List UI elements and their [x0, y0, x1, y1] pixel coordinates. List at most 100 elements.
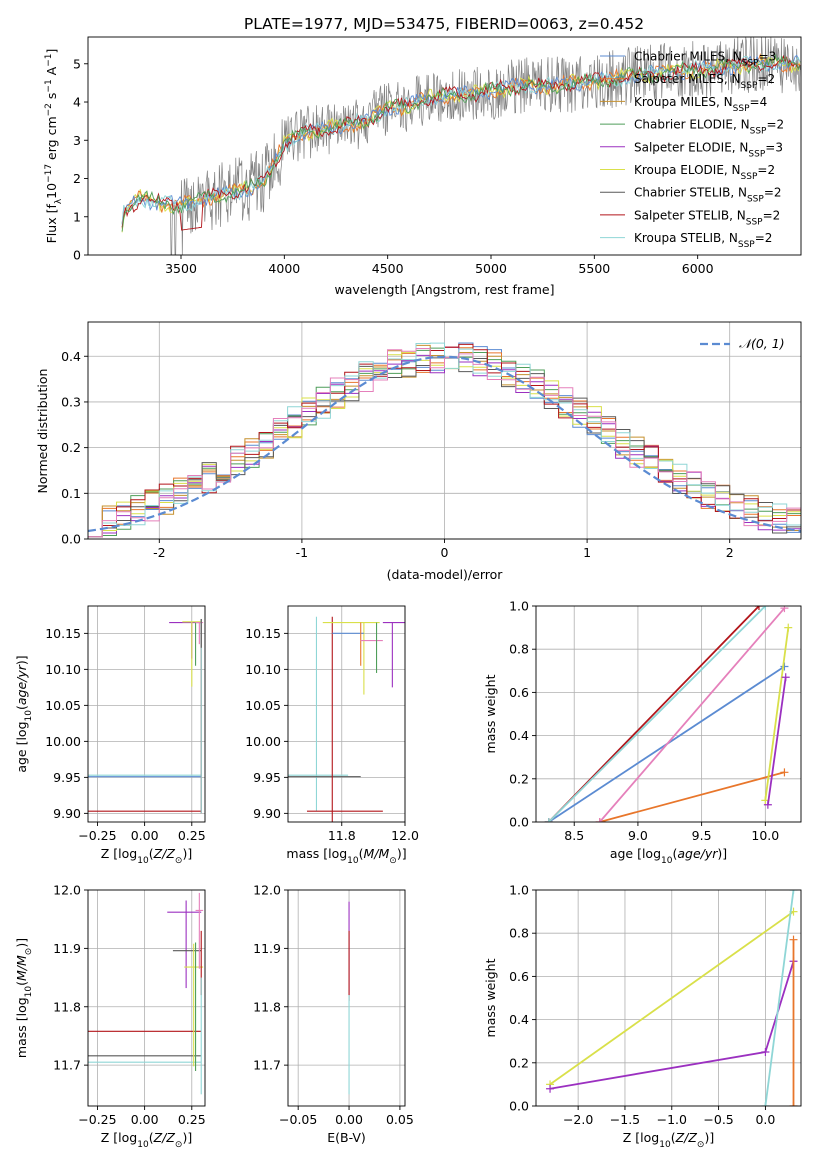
label-part: SSP: [746, 217, 763, 227]
label-part: 10: [24, 986, 34, 998]
label-part: =2: [757, 72, 775, 86]
y-tick-label: 0.2: [509, 1055, 529, 1070]
y-tick-label: 0: [73, 248, 81, 263]
mass-weight-line-kroupa_stelib: [548, 606, 766, 822]
label-part: (: [14, 981, 29, 986]
label-part: 10: [347, 856, 359, 866]
y-tick-label: 10.15: [45, 626, 81, 641]
x-tick-label: 9.5: [692, 828, 712, 843]
plot-area: [88, 342, 801, 538]
legend-label: 𝒩(0, 1): [739, 336, 785, 351]
label-part: 10: [24, 710, 34, 722]
x-tick-label: 6000: [682, 261, 714, 276]
y-tick-label: 10.10: [45, 662, 81, 677]
label-part: ⊙: [697, 1140, 705, 1150]
label-part: A: [44, 66, 59, 79]
figure-title: PLATE=1977, MJD=53475, FIBERID=0063, z=0…: [244, 15, 644, 33]
axes-frame: [287, 605, 406, 823]
y-tick-label: 11.9: [53, 941, 81, 956]
x-tick-label: 4000: [268, 261, 300, 276]
mass-weight-vs-age-panel: 8.5 9.0 9.5 10.0 0.0 0.2 0.4 0.6 0.8 1.0 age [log1…: [483, 599, 802, 866]
x-tick-label: 0.25: [178, 1112, 206, 1127]
y-tick-label: 9.90: [253, 806, 281, 821]
label-part: (: [671, 1130, 676, 1145]
label-part: =2: [755, 231, 773, 245]
plot-area: [544, 606, 793, 822]
y-axis-label: Flux [fλ10−17 erg cm−2 s−1 A−1]: [44, 49, 64, 244]
x-tick-label: 10.0: [751, 828, 779, 843]
axes-frame: [87, 36, 802, 256]
label-part: 10: [661, 856, 673, 866]
x-tick-label: 3500: [165, 261, 197, 276]
y-tick-label: 0.8: [509, 926, 529, 941]
y-tick-label: 0.2: [509, 771, 529, 786]
y-tick-label: 0.4: [509, 728, 529, 743]
label-part: Flux [f: [44, 204, 59, 244]
x-tick-label: −0.25: [78, 1112, 116, 1127]
legend-label: Kroupa STELIB, NSSP=2: [634, 231, 772, 250]
mass-weight-marker: [544, 818, 553, 822]
x-tick-label: 4500: [372, 261, 404, 276]
mass-weight-marker: [763, 800, 772, 809]
plot-area: [88, 618, 204, 814]
label-part: Salpeter MILES, N: [634, 72, 741, 86]
y-tick-label: 11.7: [53, 1058, 81, 1073]
label-part: )]: [14, 938, 29, 948]
y-tick-label: 10.05: [245, 698, 281, 713]
x-tick-label: 0: [441, 545, 449, 560]
label-part: age [log: [14, 721, 29, 772]
mass-weight-marker: [784, 623, 793, 632]
normal-distribution-curve: [88, 355, 801, 533]
x-tick-label: −0.05: [279, 1112, 317, 1127]
legend-label: Salpeter STELIB, NSSP=2: [634, 208, 780, 227]
label-part: =2: [763, 208, 781, 222]
label-part: SSP: [733, 104, 750, 114]
mass-weight-marker: [761, 1102, 770, 1106]
x-tick-label: -1: [296, 545, 308, 560]
y-axis-label: mass weight: [483, 958, 498, 1037]
plot-area: [88, 892, 204, 1095]
x-tick-label: 0.0: [755, 1112, 775, 1127]
label-part: =2: [766, 118, 784, 132]
y-tick-label: 0.3: [61, 394, 81, 409]
mass-weight-marker: [789, 890, 798, 894]
label-part: =4: [750, 95, 768, 109]
label-part: (: [149, 846, 154, 861]
axes-frame: [287, 889, 406, 1107]
y-tick-label: 0.4: [61, 349, 81, 364]
label-part: Z/Z: [153, 846, 176, 861]
label-part: −17: [44, 164, 54, 183]
label-part: )]: [717, 846, 727, 861]
mass-weight-marker: [789, 1102, 798, 1106]
label-part: )]: [397, 846, 407, 861]
label-part: Chabrier ELODIE, N: [634, 118, 750, 132]
label-part: ⊙: [175, 856, 183, 866]
mass-weight-line-salpeter_elodie: [767, 677, 787, 805]
label-part: ⊙: [24, 948, 34, 956]
y-tick-label: 0.8: [509, 642, 529, 657]
label-part: )]: [182, 1130, 192, 1145]
label-part: −1: [44, 79, 54, 92]
model-spectrum-chabrier_elodie: [121, 53, 801, 232]
y-tick-label: 0.2: [61, 440, 81, 455]
label-part: SSP: [741, 81, 758, 91]
y-tick-label: 0.6: [509, 685, 529, 700]
label-part: =2: [757, 163, 775, 177]
y-tick-label: 2: [73, 171, 81, 186]
label-part: (: [672, 846, 677, 861]
mass-weight-marker: [780, 768, 789, 777]
label-part: erg cm: [44, 116, 59, 164]
x-tick-label: -2: [153, 545, 165, 560]
label-part: (: [14, 705, 29, 710]
label-part: =3: [759, 50, 777, 64]
label-part: )]: [704, 1130, 714, 1145]
y-tick-label: 0.1: [61, 486, 81, 501]
x-tick-label: 0.00: [131, 1112, 159, 1127]
y-tick-label: 11.8: [253, 999, 281, 1014]
mass-weight-marker: [754, 606, 763, 610]
label-part: =2: [764, 186, 782, 200]
y-tick-label: 10.15: [245, 626, 281, 641]
mass-weight-vs-metallicity-panel: −2.0 −1.5 −1.0 −0.5 0.0 0.0 0.2 0.4 0.6 0.8 1.0 Z […: [483, 883, 802, 1150]
y-tick-label: 0.4: [509, 1012, 529, 1027]
